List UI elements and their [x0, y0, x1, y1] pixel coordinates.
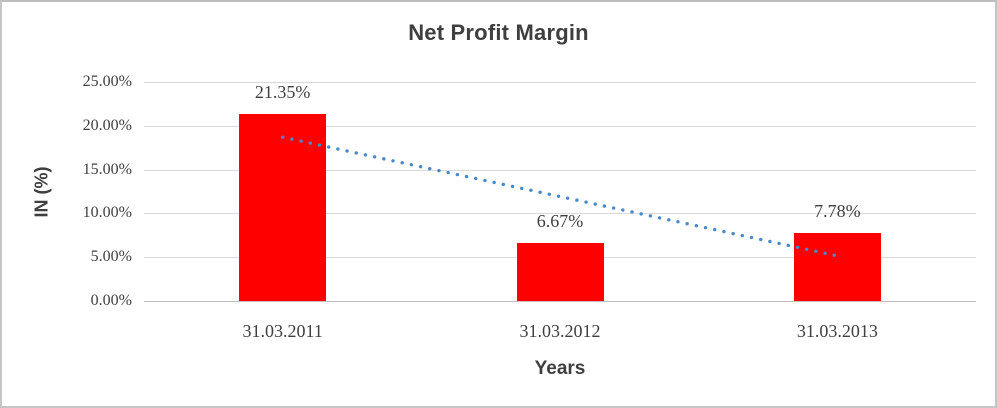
y-tick-label: 0.00%	[90, 292, 132, 309]
y-tick-label: 5.00%	[90, 248, 132, 266]
x-axis-title: Years	[534, 358, 586, 379]
x-tick-label: 31.03.2011	[242, 321, 323, 341]
bar	[793, 232, 881, 301]
y-tick-label: 25.00%	[82, 73, 132, 90]
gridline	[144, 301, 976, 302]
y-tick-label: 20.00%	[82, 116, 132, 134]
bar-value-label: 7.78%	[814, 200, 861, 221]
bar	[516, 242, 604, 301]
gridline	[144, 125, 976, 127]
trendline	[280, 135, 840, 258]
chart-title: Net Profit Margin	[408, 20, 589, 45]
y-tick-label: 15.00%	[82, 160, 132, 178]
bar-value-label: 21.35%	[254, 81, 311, 102]
bar-value-label: 6.67%	[536, 210, 584, 231]
gridline	[144, 82, 976, 83]
x-tick-label: 31.03.2013	[796, 321, 878, 341]
y-tick-label: 10.00%	[82, 204, 132, 222]
bar	[239, 113, 327, 301]
x-tick-label: 31.03.2012	[519, 321, 601, 341]
